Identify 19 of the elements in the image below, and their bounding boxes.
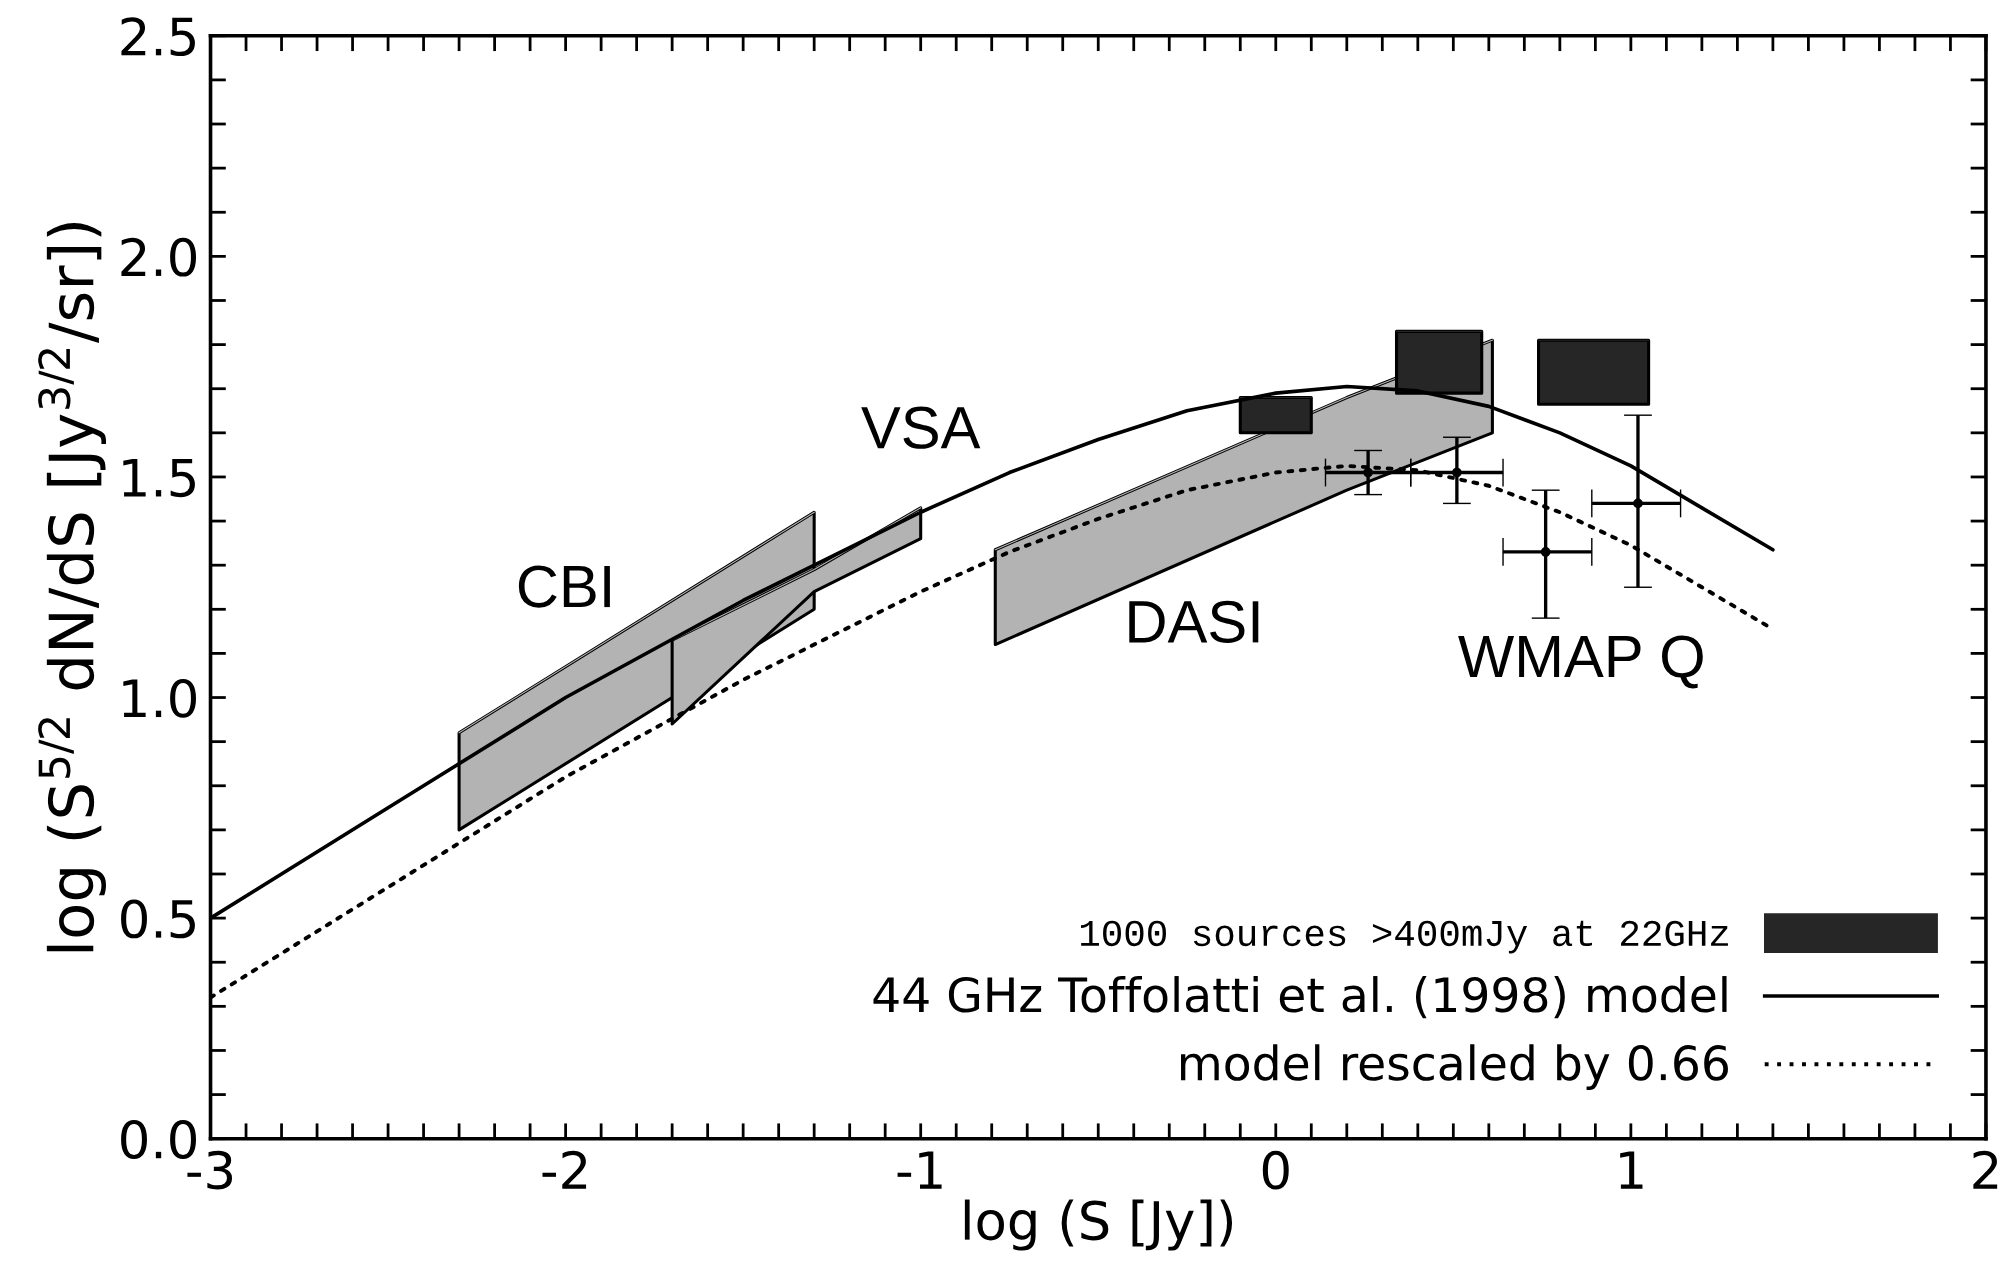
annotation: CBI: [518, 565, 610, 608]
legend-label: model rescaled by 0.66: [1181, 1044, 1728, 1090]
annotation: WMAP Q: [1458, 635, 1703, 689]
legend-label: 1000 sources >400mJy at 22GHz: [1081, 920, 1728, 954]
y-tick-label: 2.5: [121, 17, 195, 57]
y-tick-label: 0.5: [121, 899, 195, 939]
x-tick-label: 2: [1973, 1150, 1998, 1189]
y-tick-label: 1.0: [123, 678, 196, 718]
y-tick-label: 2.0: [121, 237, 196, 277]
x-tick-label: 1: [1620, 1151, 1643, 1189]
x-tick-label: 0: [1262, 1150, 1289, 1190]
legend-label: 44 GHz Toffolatti et al. (1998) model: [873, 976, 1727, 1019]
x-tick-label: -1: [897, 1151, 942, 1189]
y-axis-title: log (S$^{5/2}$ dN/dS [Jy$^{3/2}$/sr]): [38, 223, 106, 952]
x-axis-title: log (S [Jy]): [964, 1199, 1233, 1251]
annotation: VSA: [861, 406, 981, 449]
x-tick-label: -2: [542, 1150, 587, 1189]
annotation: DASI: [1129, 600, 1259, 643]
y-tick-label: 1.5: [123, 459, 195, 498]
